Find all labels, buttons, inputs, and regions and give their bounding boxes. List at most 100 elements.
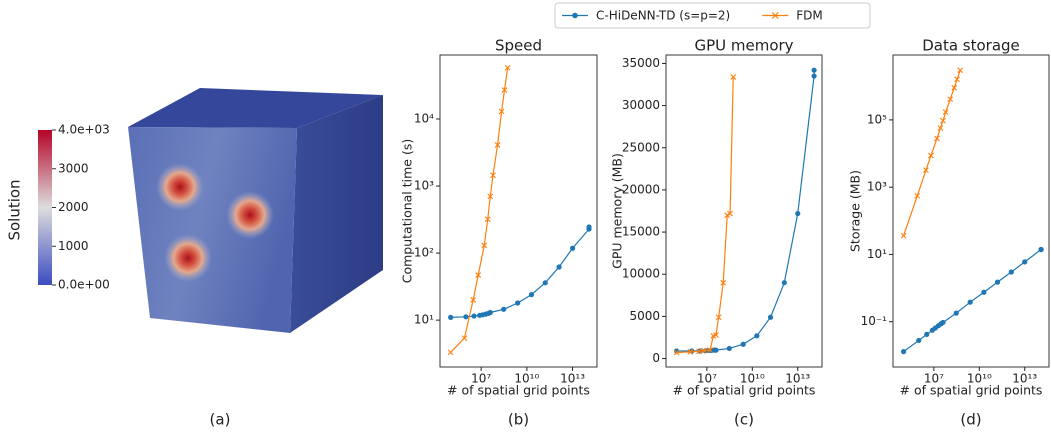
point [811, 73, 817, 79]
x-tick-label: 10⁷ [697, 372, 717, 386]
colorbar-tick-label: 2000 [58, 200, 89, 214]
x-tick-label: 10¹⁰ [967, 372, 992, 386]
y-tick-label: 10000 [622, 267, 660, 281]
point [900, 349, 907, 355]
point [494, 142, 501, 148]
point [923, 167, 929, 174]
point [481, 242, 488, 249]
caption: (c) [734, 411, 754, 429]
point [475, 272, 482, 278]
legend-box [554, 2, 871, 29]
point [696, 348, 702, 355]
y-tick-label: 0 [652, 351, 660, 365]
y-tick-label: 15000 [622, 225, 660, 239]
point [501, 306, 507, 312]
point [767, 314, 774, 320]
y-tick-label: 5000 [629, 309, 660, 323]
chart-title: Speed [495, 37, 542, 55]
point [924, 331, 930, 337]
point [490, 172, 496, 179]
point [501, 87, 508, 93]
point [1022, 259, 1028, 265]
point [811, 67, 817, 73]
point [934, 135, 940, 142]
point [727, 210, 733, 217]
point [953, 310, 959, 316]
colorbar [38, 130, 52, 285]
hot-spot [156, 163, 204, 211]
x-tick-label: 10¹⁰ [514, 372, 539, 386]
point [504, 64, 511, 71]
point [740, 341, 746, 347]
point [569, 245, 576, 251]
point [447, 349, 454, 356]
point [967, 299, 973, 305]
point [947, 96, 954, 103]
point [726, 345, 732, 352]
point [942, 109, 949, 116]
cube [128, 88, 383, 333]
point [470, 297, 477, 303]
y-tick-label: 25000 [622, 140, 660, 154]
point [463, 314, 469, 320]
colorbar-tick-label: 4.0e+03 [58, 123, 110, 137]
x-tick-label: 10⁷ [924, 372, 944, 386]
hot-spot [226, 191, 274, 239]
x-tick-label: 10¹³ [560, 372, 585, 386]
y-tick-label: 10⁻¹ [861, 314, 888, 328]
point [994, 279, 1001, 285]
legend-label: FDM [796, 9, 823, 23]
point [448, 314, 454, 320]
point [673, 349, 680, 356]
point [713, 347, 719, 353]
chart-title: Data storage [922, 37, 1020, 55]
y-tick-label: 10² [414, 246, 434, 260]
y-axis-label: Storage (MB) [848, 170, 863, 252]
x-tick-label: 10¹³ [1012, 372, 1037, 386]
point [484, 216, 491, 223]
y-axis-label: Computational time (s) [400, 139, 415, 284]
point [937, 125, 944, 131]
point [795, 210, 801, 217]
point [687, 348, 694, 355]
point [916, 337, 922, 344]
cube-front [128, 127, 297, 333]
point [713, 332, 719, 338]
colorbar-tick-label: 1000 [58, 239, 89, 253]
colorbar-label: Solution [6, 179, 24, 240]
y-tick-label: 10³ [414, 179, 434, 193]
x-tick-label: 10¹³ [785, 372, 810, 386]
plot-frame [892, 54, 1050, 368]
point [707, 347, 713, 354]
point [515, 300, 521, 306]
y-tick-label: 35000 [622, 56, 660, 70]
point [487, 193, 494, 200]
point [1008, 269, 1014, 275]
caption: (b) [508, 411, 529, 429]
point [498, 108, 505, 115]
series-line [676, 76, 734, 354]
point [556, 264, 562, 270]
cube-side [290, 95, 383, 333]
caption: (d) [960, 411, 981, 429]
caption: (a) [210, 411, 231, 429]
point [914, 193, 921, 199]
point [957, 67, 964, 74]
y-tick-label: 10⁵ [867, 112, 887, 126]
x-tick-label: 10⁷ [471, 372, 491, 386]
point [754, 333, 760, 339]
y-tick-label: 30000 [622, 98, 660, 112]
legend-marker [771, 12, 779, 19]
cube-top [128, 88, 383, 128]
legend-marker [572, 12, 578, 19]
point [900, 232, 907, 239]
hot-spot [164, 234, 212, 282]
y-axis-label: GPU memory (MB) [610, 153, 625, 269]
point [940, 319, 946, 326]
point [954, 76, 960, 83]
legend-label: C-HiDeNN-TD (s=p=2) [596, 9, 730, 23]
point [701, 347, 707, 354]
series-line [676, 70, 815, 352]
x-axis-label: # of spatial grid points [900, 383, 1043, 398]
point [586, 224, 592, 230]
